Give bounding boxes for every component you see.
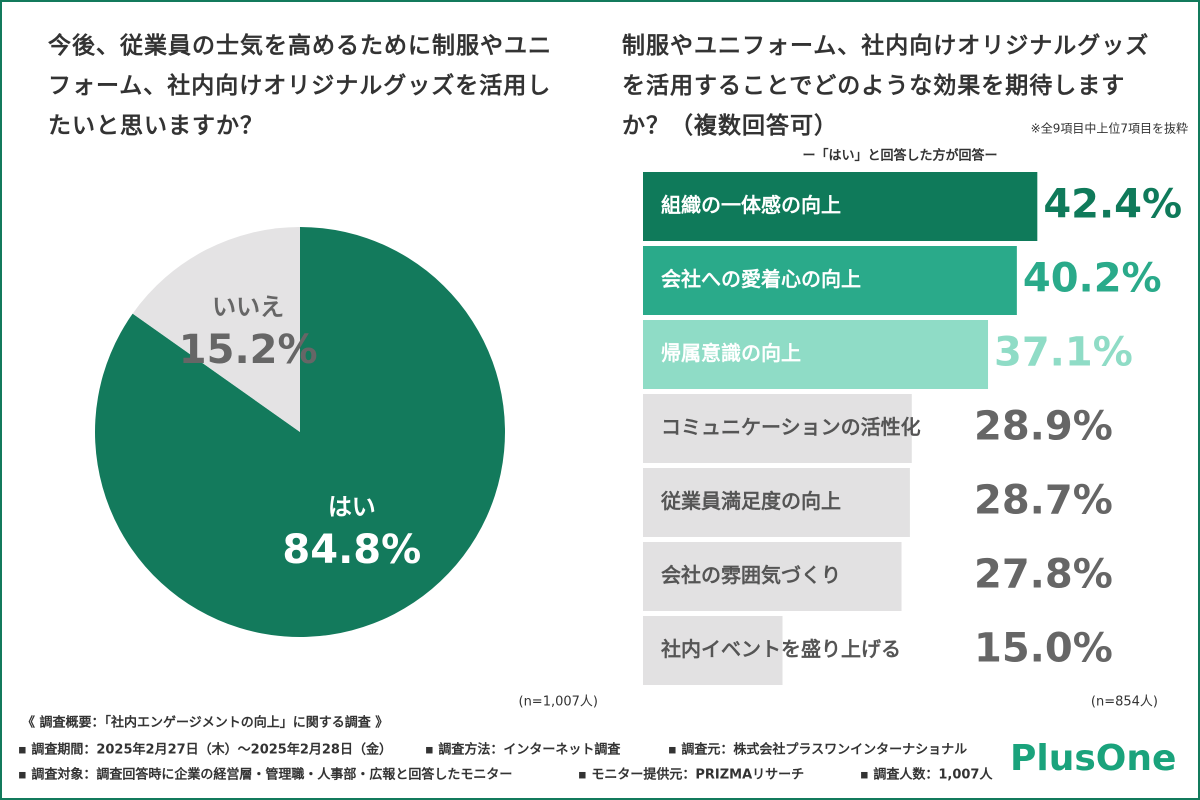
slice-label: はい [328, 493, 376, 521]
footer-item: ▪ 調査方法：インターネット調査 [425, 742, 621, 758]
bar [643, 246, 1017, 315]
footer-item: ▪ 調査人数：1,007人 [860, 767, 993, 783]
bar [643, 320, 989, 389]
bar-value: 28.9% [974, 404, 1113, 450]
slice-value: 84.8% [282, 527, 421, 573]
pie-slice [132, 227, 300, 432]
bar-category: 帰属意識の向上 [661, 341, 801, 365]
bar-value: 37.1% [994, 330, 1133, 376]
bar-value: 40.2% [1023, 256, 1162, 302]
bar-category: コミュニケーションの活性化 [661, 415, 921, 439]
bar-value: 15.0% [974, 626, 1113, 672]
bar-value: 28.7% [974, 478, 1113, 524]
bar-category: 組織の一体感の向上 [661, 193, 841, 217]
bar-title: 制服やユニフォーム、社内向けオリジナルグッズを活用することでどのような効果を期待… [622, 33, 1150, 139]
bar [643, 542, 902, 611]
bar [643, 616, 783, 685]
bar [643, 394, 912, 463]
bar-note: (n=854人) [1091, 695, 1158, 710]
slice-value: 15.2% [179, 327, 318, 373]
slice-label: いいえ [212, 293, 284, 321]
bar-category: 会社への愛着心の向上 [661, 267, 861, 291]
subtitle: ー「はい」と回答した方が回答ー [802, 148, 997, 164]
pie-slice [94, 227, 506, 638]
footer-item: ▪ 調査対象：調査回答時に企業の経営層・管理職・人事部・広報と回答したモニター [18, 767, 512, 783]
pie-note: (n=1,007人) [519, 695, 599, 710]
footer-item: ▪ モニター提供元：PRIZMAリサーチ [578, 767, 804, 783]
footer-item: ▪ 調査期間：2025年2月27日（木）〜2025年2月28日（金） [18, 742, 392, 758]
footer-item: ▪ 調査元：株式会社プラスワンインターナショナル [668, 742, 967, 758]
logo: PlusOne [1010, 738, 1176, 779]
bar-category: 社内イベントを盛り上げる [660, 637, 901, 661]
pie-title: 今後、従業員の士気を高めるために制服やユニフォーム、社内向けオリジナルグッズを活… [48, 33, 552, 139]
bar [643, 172, 1038, 241]
footer-heading: 《 調査概要：「社内エンゲージメントの向上」に関する調査 》 [22, 715, 388, 731]
bar-value: 42.4% [1043, 182, 1182, 228]
title-note: ※全9項目中上位7項目を抜粋 [1031, 121, 1188, 136]
bar-category: 従業員満足度の向上 [660, 489, 841, 513]
bar-value: 27.8% [974, 552, 1113, 598]
bar-category: 会社の雰囲気づくり [661, 563, 841, 587]
bar [643, 468, 910, 537]
